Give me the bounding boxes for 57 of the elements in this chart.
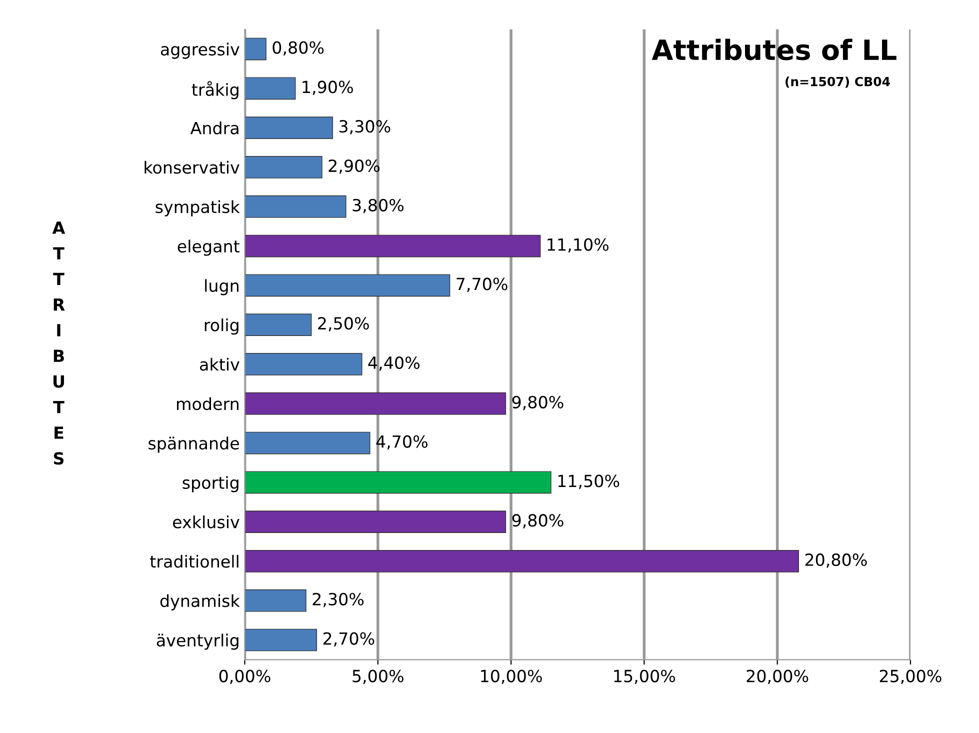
bar [244, 510, 506, 533]
x-tick-label: 0,00% [219, 670, 270, 684]
data-label: 2,90% [328, 159, 380, 174]
y-tick-label: konservativ [144, 160, 240, 174]
bar [244, 392, 506, 415]
data-label: 9,80% [512, 396, 564, 410]
bar [244, 156, 322, 178]
bar [244, 550, 799, 572]
y-tick-label: lugn [205, 279, 238, 296]
y-tick-label: äventyrlig [156, 634, 238, 650]
data-label: 20,80% [805, 553, 867, 568]
bar [244, 471, 552, 494]
y-tick-label: modern [177, 397, 238, 410]
data-label: 11,50% [558, 474, 620, 489]
bar [244, 195, 346, 218]
y-tick-label: traditionell [150, 554, 238, 568]
y-tick-label: sportig [182, 476, 238, 492]
y-tick-label: tråkig [192, 81, 238, 100]
y-tick-label: sympatisk [156, 200, 240, 216]
x-tick-label: 15,00% [614, 670, 676, 684]
bar [244, 77, 296, 100]
x-tick-label: 10,00% [481, 670, 542, 684]
data-label: 2,50% [318, 317, 369, 332]
bar [244, 628, 317, 652]
bar [244, 314, 312, 336]
y-tick-label: rolig [204, 318, 238, 335]
bar [244, 589, 306, 612]
x-tick-label: 20,00% [746, 670, 808, 684]
data-label: 1,90% [302, 80, 353, 95]
bar [244, 432, 370, 454]
bar [244, 38, 266, 60]
text: (n=1507) CB04 [786, 76, 890, 88]
bar [244, 353, 362, 376]
text: ATTRIBUTES [52, 222, 66, 465]
data-label: 0,80% [272, 41, 324, 56]
data-label: 2,70% [323, 632, 374, 647]
bar [244, 234, 541, 258]
data-label: 3,80% [352, 198, 404, 214]
x-tick-label: 25,00% [880, 670, 942, 684]
data-label: 11,10% [548, 238, 609, 253]
y-tick-label: elegant [178, 240, 240, 256]
y-tick-label: exklusiv [172, 515, 240, 528]
y-tick-label: dynamisk [160, 594, 240, 610]
data-label: 2,30% [312, 592, 364, 608]
bar [244, 116, 333, 139]
y-tick-label: spännande [148, 436, 239, 453]
y-tick-label: aktiv [200, 358, 240, 371]
bar [244, 274, 450, 297]
data-label: 4,70% [376, 435, 428, 450]
chart-title: Attributes of LL [652, 38, 896, 60]
y-tick-label: Andra [190, 121, 238, 134]
x-tick-label: 5,00% [352, 670, 404, 684]
data-label: 3,30% [339, 120, 390, 134]
data-label: 7,70% [456, 278, 508, 292]
data-label: 9,80% [512, 514, 564, 528]
y-tick-label: aggressiv [160, 42, 240, 59]
data-label: 4,40% [368, 356, 420, 371]
